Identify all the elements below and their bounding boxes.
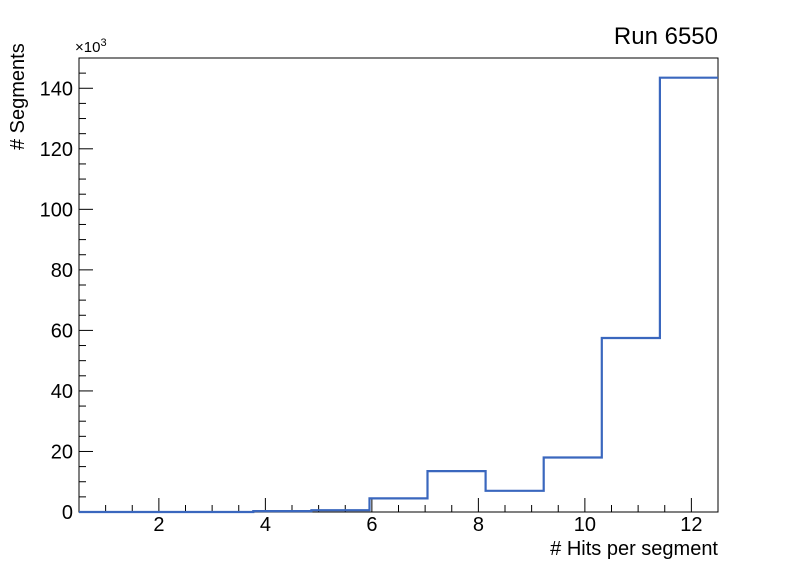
x-tick-label: 2 (153, 514, 164, 536)
y-tick-label: 0 (62, 502, 73, 524)
x-tick-label: 4 (260, 514, 271, 536)
y-axis-multiplier-base: ×10 (75, 39, 101, 56)
y-tick-label: 40 (51, 381, 73, 403)
y-tick-label: 100 (40, 199, 73, 221)
x-tick-label: 8 (473, 514, 484, 536)
y-axis-multiplier-exponent: 3 (100, 37, 107, 49)
chart-title: Run 6550 (613, 23, 718, 50)
y-tick-label: 20 (51, 441, 73, 463)
y-axis-title: # Segments (7, 43, 29, 150)
x-tick-label: 6 (366, 514, 377, 536)
y-tick-label: 60 (51, 320, 73, 342)
y-axis-multiplier: ×103 (75, 37, 107, 56)
y-tick-label: 140 (40, 78, 73, 100)
y-tick-label: 80 (51, 260, 73, 282)
plot-frame (78, 57, 719, 513)
histogram-line (79, 76, 718, 514)
x-tick-label: 10 (574, 514, 596, 536)
x-tick-label: 12 (680, 514, 702, 536)
x-axis-title: # Hits per segment (550, 538, 718, 560)
y-tick-label: 120 (40, 139, 73, 161)
